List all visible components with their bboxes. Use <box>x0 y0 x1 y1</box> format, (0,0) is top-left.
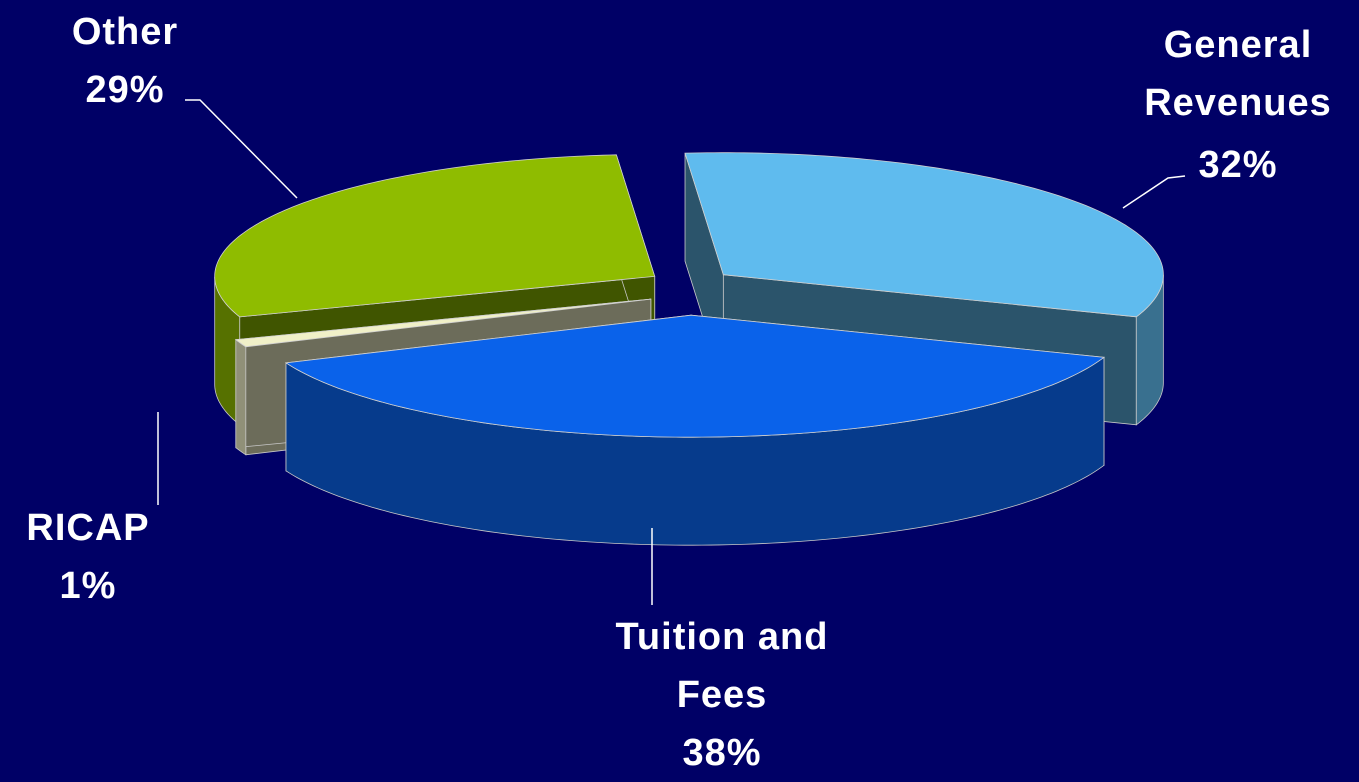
value-label: 38% <box>682 732 762 774</box>
category-label: RICAP <box>26 507 150 549</box>
leader-line <box>1122 175 1186 209</box>
slice-wall <box>235 338 247 456</box>
pie <box>214 152 1164 546</box>
value-label: 1% <box>59 565 117 607</box>
category-label: General Revenues <box>1144 24 1332 124</box>
value-label: 32% <box>1198 144 1278 186</box>
slice <box>214 154 656 318</box>
slice <box>234 298 651 348</box>
leader-line <box>185 99 298 199</box>
category-label: Tuition and Fees <box>615 616 829 716</box>
category-label: Other <box>71 11 179 53</box>
value-label: 29% <box>85 69 165 111</box>
slice <box>284 314 1106 438</box>
slice <box>684 152 1164 318</box>
leader-lines <box>157 99 1186 605</box>
